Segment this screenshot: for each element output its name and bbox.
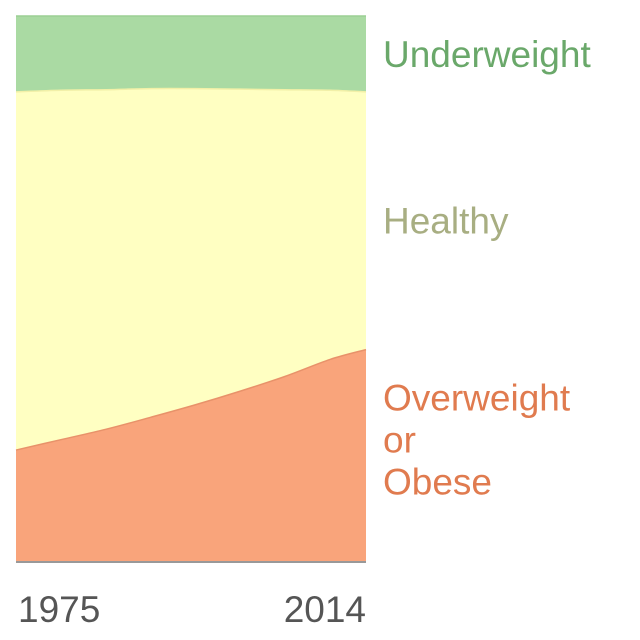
- label-line: Underweight: [383, 34, 591, 75]
- chart-areas: [16, 16, 366, 562]
- label-overweight-or-obese: Overweight or Obese: [383, 378, 571, 503]
- area-healthy: [16, 88, 366, 451]
- x-tick-label: 2014: [284, 589, 366, 630]
- label-line: or: [383, 420, 416, 461]
- label-line: Healthy: [383, 201, 509, 242]
- boundary-healthy: [15, 87, 367, 93]
- area-underweight: [16, 16, 366, 92]
- boundary-overweight-or-obese: [15, 348, 367, 451]
- series-labels: Overweight or Obese Healthy Underweight: [383, 34, 591, 503]
- area-overweight-or-obese: [16, 349, 366, 562]
- label-line: Overweight: [383, 378, 571, 419]
- label-underweight: Underweight: [383, 34, 591, 75]
- x-axis-ticks: 1975 2014: [18, 589, 366, 630]
- chart-boundaries: [15, 87, 367, 451]
- label-healthy: Healthy: [383, 201, 509, 242]
- x-tick-label: 1975: [18, 589, 100, 630]
- label-line: Obese: [383, 462, 492, 503]
